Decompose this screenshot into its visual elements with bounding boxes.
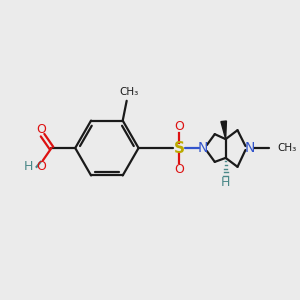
Text: O: O [174, 163, 184, 176]
Text: O: O [37, 123, 46, 136]
Text: H: H [221, 176, 230, 189]
Text: O: O [174, 120, 184, 133]
Text: N: N [198, 141, 208, 155]
Text: CH₃: CH₃ [119, 87, 138, 97]
Text: N: N [244, 141, 255, 155]
Text: S: S [174, 140, 184, 155]
Text: H: H [24, 160, 33, 173]
Text: CH₃: CH₃ [277, 143, 296, 153]
Text: O: O [37, 160, 46, 173]
Polygon shape [221, 121, 226, 139]
